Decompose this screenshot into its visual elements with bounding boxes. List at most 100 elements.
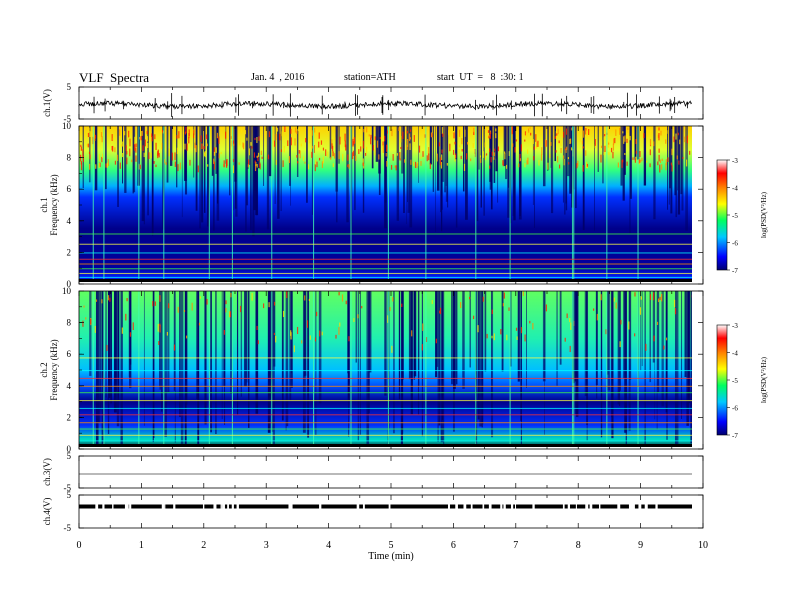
psd-speckle <box>129 138 131 147</box>
psd-speckle <box>111 145 113 151</box>
psd-speckle <box>282 160 284 168</box>
psd-speckle <box>220 152 222 155</box>
dark-streak <box>483 126 485 216</box>
ch4-waveform-gap <box>126 504 129 509</box>
psd-speckle <box>319 330 321 337</box>
psd-speckle <box>347 154 349 161</box>
dark-streak <box>654 291 656 420</box>
psd-speckle <box>321 331 323 336</box>
x-tick-label: 3 <box>264 540 269 551</box>
psd-speckle <box>619 341 621 348</box>
psd-speckle <box>260 150 262 156</box>
psd-speckle <box>461 148 463 152</box>
dark-streak <box>574 291 576 415</box>
psd-speckle <box>685 159 688 167</box>
dark-streak <box>562 126 564 203</box>
psd-speckle <box>549 153 551 159</box>
psd-speckle <box>477 325 479 333</box>
dark-streak <box>462 126 465 192</box>
psd-speckle <box>628 321 630 330</box>
psd-speckle <box>185 126 187 134</box>
psd-speckle <box>537 140 539 147</box>
psd-speckle <box>603 151 605 156</box>
y-tick-label: 0 <box>67 279 72 289</box>
sferic-spike <box>573 126 575 284</box>
psd-speckle <box>248 148 251 156</box>
dark-streak <box>384 126 387 229</box>
psd-speckle <box>646 160 648 163</box>
dark-streak <box>215 291 217 435</box>
narrowband-line <box>79 357 692 359</box>
psd-speckle <box>416 163 418 169</box>
y-tick-label: 2 <box>67 412 72 422</box>
y-tick-label: 5 <box>67 451 72 461</box>
psd-speckle <box>198 322 201 326</box>
dark-streak <box>677 291 679 447</box>
psd-speckle <box>632 157 634 160</box>
psd-speckle <box>600 154 602 163</box>
psd-speckle <box>368 134 370 137</box>
dark-streak <box>413 291 416 380</box>
psd-speckle <box>520 327 523 334</box>
dark-streak <box>346 126 349 223</box>
dark-streak <box>173 291 175 391</box>
psd-speckle <box>620 319 622 325</box>
psd-speckle <box>134 143 136 151</box>
psd-speckle <box>199 296 201 299</box>
psd-speckle <box>223 160 225 168</box>
dark-streak <box>133 126 136 193</box>
psd-speckle <box>682 156 684 159</box>
psd-speckle <box>473 127 475 133</box>
x-tick-label: 6 <box>451 540 456 551</box>
psd-speckle <box>275 335 277 343</box>
colorbar-tick-label: -6 <box>732 405 738 413</box>
psd-speckle <box>428 153 430 161</box>
psd-speckle <box>99 162 101 167</box>
psd-speckle <box>658 148 660 153</box>
dark-streak <box>143 126 145 225</box>
ch4-waveform-gap <box>638 504 642 509</box>
psd-speckle <box>563 131 565 138</box>
psd-speckle <box>508 307 510 311</box>
colorbar-tick-label: -7 <box>732 432 738 440</box>
ch4-waveform-gap <box>598 504 601 509</box>
psd-speckle <box>101 156 103 163</box>
dark-streak <box>174 291 176 443</box>
psd-speckle <box>621 159 623 168</box>
dark-streak <box>246 126 249 206</box>
y-tick-label: 2 <box>67 247 72 257</box>
dark-streak <box>559 291 562 365</box>
dark-streak <box>455 126 458 228</box>
dark-streak <box>429 126 432 165</box>
psd-speckle <box>526 149 529 154</box>
ch4-waveform-gap <box>632 504 635 509</box>
dark-streak <box>357 291 359 441</box>
y-tick-label: 8 <box>67 153 72 163</box>
y-axis-label: ch.1 <box>39 197 49 212</box>
psd-speckle <box>318 157 321 161</box>
psd-speckle <box>244 130 247 135</box>
psd-speckle <box>362 140 365 149</box>
psd-speckle <box>189 159 191 166</box>
psd-speckle <box>362 158 364 165</box>
psd-speckle <box>570 138 572 144</box>
psd-speckle <box>173 344 176 351</box>
psd-speckle <box>206 143 208 147</box>
psd-speckle <box>159 295 161 302</box>
psd-speckle <box>229 311 231 318</box>
colorbar-tick-label: -3 <box>732 322 738 330</box>
dark-streak <box>296 126 299 178</box>
psd-speckle <box>540 154 543 161</box>
dark-streak <box>547 126 549 171</box>
dark-streak <box>351 126 353 231</box>
ch4-waveform-gap <box>447 504 450 509</box>
psd-speckle <box>311 151 313 158</box>
psd-speckle <box>472 143 474 148</box>
dark-streak <box>263 126 265 186</box>
psd-speckle <box>612 151 614 159</box>
psd-speckle <box>677 132 679 136</box>
dark-streak <box>290 291 293 388</box>
psd-speckle <box>413 135 415 142</box>
dark-streak <box>250 126 252 231</box>
psd-speckle <box>316 311 318 317</box>
